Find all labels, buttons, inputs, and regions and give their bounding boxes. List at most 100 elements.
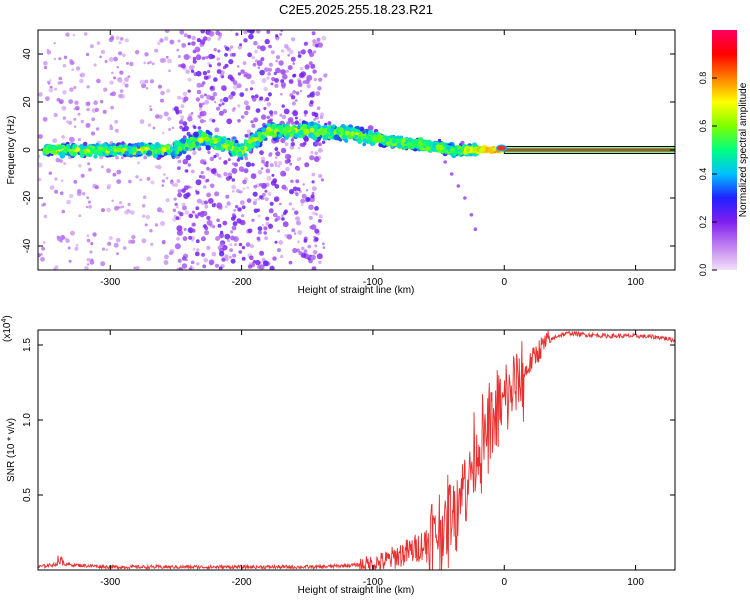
spectrogram-xlabel: Height of straight line (km)	[298, 285, 415, 296]
spectrogram-noise-point	[80, 119, 85, 124]
spectrogram-noise-point	[250, 173, 257, 180]
spectrogram-noise-point	[302, 183, 305, 186]
spectrogram-noise-point	[181, 43, 187, 48]
spectrogram-noise-point	[318, 142, 322, 147]
spectrogram-noise-point	[61, 209, 66, 214]
spectrogram-noise-point	[292, 110, 299, 117]
spectrogram-noise-point	[280, 147, 287, 154]
spectrogram-noise-point	[65, 238, 70, 243]
spectrogram-noise-point	[318, 260, 322, 264]
spectrogram-noise-point	[281, 104, 285, 108]
spectrogram-noise-point	[79, 78, 84, 84]
spectrogram-band-point	[346, 126, 351, 132]
spectrogram-ytick-label: -40	[22, 238, 33, 253]
spectrogram-noise-point	[253, 117, 259, 123]
spectrogram-noise-point	[297, 240, 300, 244]
spectrogram-noise-point	[273, 110, 278, 115]
spectrogram-noise-point	[312, 211, 317, 216]
spectrogram-noise-point	[191, 210, 195, 214]
spectrogram-band-point	[205, 140, 210, 146]
spectrogram-noise-point	[182, 91, 188, 97]
spectrogram-band-point	[215, 142, 222, 148]
spectrogram-noise-point	[301, 143, 306, 148]
spectrogram-noise-point	[119, 70, 124, 75]
spectrogram-noise-point	[116, 169, 122, 175]
spectrogram-noise-point	[101, 208, 105, 213]
spectrogram-noise-point	[185, 154, 192, 161]
spectrogram-noise-point	[183, 96, 189, 102]
spectrogram-noise-point	[196, 82, 202, 88]
spectrogram-noise-point	[216, 218, 220, 223]
spectrogram-noise-point	[253, 40, 258, 46]
spectrogram-noise-point	[114, 119, 118, 124]
spectrogram-noise-point	[281, 217, 285, 221]
spectrogram-noise-point	[144, 223, 148, 227]
spectrogram-noise-point	[157, 41, 161, 46]
spectrogram-noise-point	[265, 168, 271, 174]
snr-scale-exponent: 4	[1, 319, 8, 323]
spectrogram-noise-point	[90, 131, 96, 136]
spectrogram-noise-point	[149, 108, 153, 112]
spectrogram-noise-point	[168, 251, 174, 256]
spectrogram-noise-point	[83, 32, 88, 36]
spectrogram-noise-point	[260, 114, 267, 120]
spectrogram-noise-point	[260, 57, 265, 62]
spectrogram-noise-point	[221, 102, 225, 106]
spectrogram-noise-point	[322, 242, 325, 246]
tonal-line-core	[504, 148, 675, 152]
spectrogram-band-point	[333, 134, 340, 141]
spectrogram-band-point	[262, 128, 267, 132]
spectrogram-noise-point	[165, 176, 169, 180]
spectrogram-noise-point	[249, 87, 254, 91]
spectrogram-noise-point	[215, 106, 221, 111]
spectrogram-noise-point	[107, 184, 112, 188]
spectrogram-noise-point	[161, 184, 165, 187]
snr-marks	[38, 330, 675, 570]
spectrogram-noise-point	[274, 161, 278, 165]
spectrogram-noise-point	[240, 69, 245, 74]
spectrogram-noise-point	[318, 214, 323, 219]
spectrogram-band-point	[362, 130, 366, 134]
spectrogram-noise-point	[67, 246, 71, 250]
spectrogram-noise-point	[118, 41, 122, 45]
spectrogram-xtick-label: -200	[232, 277, 252, 288]
spectrogram-noise-point	[207, 150, 211, 155]
spectrogram-noise-point	[315, 91, 321, 97]
spectrogram-noise-point	[312, 250, 318, 255]
spectrogram-noise-point	[308, 61, 313, 66]
spectrogram-noise-point	[247, 228, 253, 234]
spectrogram-noise-point	[243, 168, 249, 174]
spectrogram-noise-point	[250, 244, 254, 249]
spectrogram-noise-point	[150, 242, 154, 246]
spectrogram-noise-point	[157, 207, 162, 213]
spectrogram-ytick-label: -20	[22, 190, 33, 205]
spectrogram-band-point	[69, 145, 73, 149]
spectrogram-noise-point	[221, 257, 226, 262]
spectrogram-noise-point	[155, 114, 160, 119]
spectrogram-noise-point	[257, 214, 261, 218]
spectrogram-band-point	[128, 149, 134, 155]
spectrogram-noise-point	[257, 66, 261, 70]
spectrogram-band-point	[47, 145, 54, 151]
spectrogram-band-point	[57, 144, 63, 150]
spectrogram-band-point	[354, 134, 359, 139]
spectrogram-noise-point	[84, 266, 89, 270]
spectrogram-noise-point	[212, 92, 218, 97]
spectrogram-noise-point	[208, 259, 215, 266]
spectrogram-noise-point	[213, 48, 217, 52]
spectrogram-band-point	[97, 149, 102, 154]
spectrogram-band-point	[338, 128, 342, 133]
spectrogram-noise-point	[159, 38, 164, 43]
spectrogram-noise-point	[240, 219, 246, 226]
spectrogram-noise-point	[304, 64, 310, 70]
spectrogram-noise-point	[192, 222, 196, 227]
spectrogram-noise-point	[43, 61, 48, 66]
spectrogram-noise-point	[309, 92, 315, 98]
spectrogram-noise-point	[187, 42, 191, 46]
spectrogram-noise-point	[204, 230, 210, 236]
spectrogram-noise-point	[234, 243, 237, 247]
spectrogram-noise-point	[146, 256, 152, 262]
spectrogram-noise-point	[296, 187, 301, 192]
spectrogram-noise-point	[195, 97, 201, 102]
